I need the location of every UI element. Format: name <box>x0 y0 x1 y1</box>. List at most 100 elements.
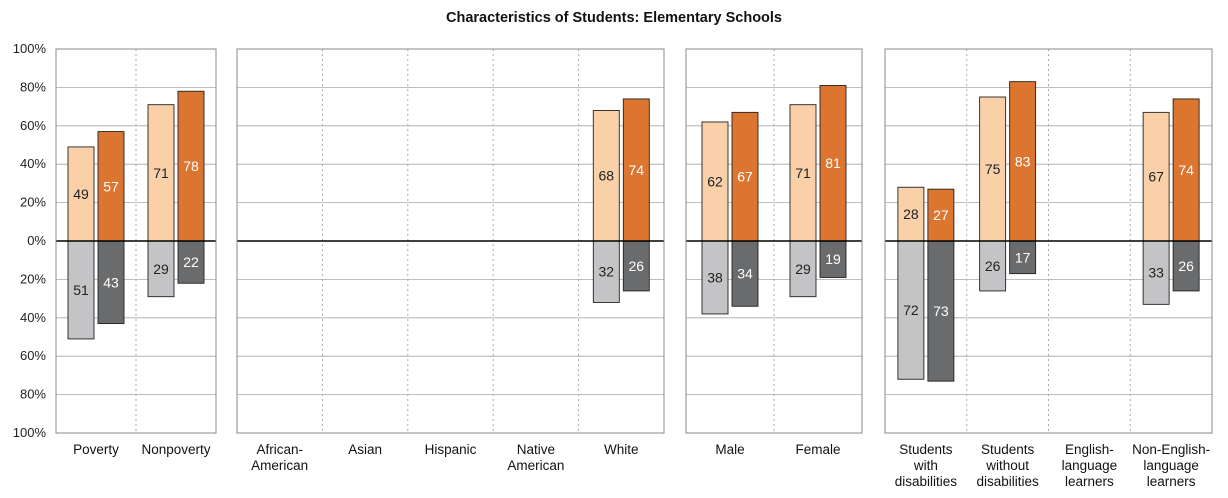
data-label: 19 <box>825 251 841 267</box>
category-label: Nonpoverty <box>141 442 210 457</box>
data-label: 78 <box>183 158 199 174</box>
bar-below <box>67 240 95 340</box>
data-label: 74 <box>1178 162 1194 178</box>
data-label: 74 <box>629 162 645 178</box>
panel-frame <box>236 48 665 434</box>
data-label: 68 <box>599 168 615 184</box>
data-label: 62 <box>707 173 723 189</box>
category-label: Hispanic <box>425 442 477 457</box>
data-label: 71 <box>153 165 169 181</box>
panel-3: 62 67 38 34 Male 71 81 29 19 Female <box>685 48 863 457</box>
y-tick-label: 40% <box>20 310 46 325</box>
category-label-line: Nonpoverty <box>141 442 210 457</box>
data-label: 43 <box>103 274 119 290</box>
category-label-line: disabilities <box>895 474 958 489</box>
bar-below <box>979 240 1007 292</box>
category-label: White <box>604 442 639 457</box>
bar-below <box>1142 240 1170 305</box>
data-label: 38 <box>707 269 723 285</box>
bar-above <box>1142 111 1170 242</box>
bar-above <box>731 111 759 242</box>
data-label: 29 <box>795 261 811 277</box>
y-tick-label: 100% <box>13 41 47 56</box>
category-label-line: with <box>913 458 938 473</box>
category-label-line: Students <box>981 442 1035 457</box>
data-label: 34 <box>737 266 753 282</box>
bar-above <box>67 146 95 242</box>
data-label: 75 <box>985 161 1001 177</box>
y-tick-label: 20% <box>20 195 46 210</box>
bar-above <box>622 98 650 242</box>
data-label: 29 <box>153 261 169 277</box>
category-label-line: African- <box>256 442 303 457</box>
bar-above <box>147 104 175 242</box>
category-label-line: Hispanic <box>425 442 477 457</box>
bar-above <box>897 186 925 242</box>
y-tick-label: 100% <box>13 425 47 440</box>
category-label-line: Students <box>899 442 953 457</box>
category-label: Students without disabilities <box>976 442 1039 489</box>
panel-1: 49 57 51 43 Poverty 71 78 29 22 Nonpoverty <box>55 48 217 457</box>
panel-frame <box>55 48 217 434</box>
y-tick-label: 60% <box>20 348 46 363</box>
category-label-line: American <box>507 458 564 473</box>
bar-below <box>622 240 650 292</box>
data-label: 22 <box>183 254 199 270</box>
category-label-line: Poverty <box>73 442 119 457</box>
data-label: 72 <box>903 302 919 318</box>
y-tick-label: 0% <box>27 233 46 248</box>
bar-below <box>97 240 125 325</box>
bar-below <box>789 240 817 298</box>
category-label: Native American <box>507 442 564 473</box>
data-label: 67 <box>1148 169 1164 185</box>
category-label-line: learners <box>1065 474 1114 489</box>
category-label-line: Female <box>795 442 840 457</box>
data-label: 33 <box>1148 265 1164 281</box>
category-label-line: Native <box>517 442 555 457</box>
panel-frame <box>685 48 863 434</box>
bar-above <box>819 85 847 242</box>
chart-panels: 49 57 51 43 Poverty 71 78 29 22 Nonpoverty African… <box>55 48 1213 489</box>
bar-above <box>97 131 125 242</box>
data-label: 51 <box>73 282 89 298</box>
data-label: 17 <box>1015 249 1031 265</box>
y-tick-label: 80% <box>20 387 46 402</box>
category-label-line: without <box>985 458 1029 473</box>
data-label: 67 <box>737 169 753 185</box>
panel-frame <box>884 48 1213 434</box>
data-label: 81 <box>825 155 841 171</box>
category-label-line: English- <box>1065 442 1114 457</box>
y-tick-label: 40% <box>20 156 46 171</box>
bar-below <box>897 240 925 380</box>
bar-below <box>731 240 759 307</box>
bar-above <box>1009 81 1037 242</box>
category-label: African-American <box>251 442 308 473</box>
data-label: 26 <box>985 258 1001 274</box>
data-label: 57 <box>103 178 119 194</box>
bar-below <box>1009 240 1037 275</box>
category-label-line: language <box>1143 458 1199 473</box>
category-label-line: language <box>1062 458 1118 473</box>
category-label: Female <box>795 442 840 457</box>
data-label: 73 <box>933 303 949 319</box>
bar-above <box>979 96 1007 242</box>
category-label-line: Asian <box>348 442 382 457</box>
data-label: 27 <box>933 207 949 223</box>
category-label-line: Male <box>715 442 744 457</box>
bar-below <box>592 240 620 303</box>
data-label: 83 <box>1015 153 1031 169</box>
bar-below <box>819 240 847 278</box>
y-tick-label: 80% <box>20 79 46 94</box>
category-label-line: American <box>251 458 308 473</box>
y-axis: 100% 80% 60% 40% 20% 0% 20% 40% 60% 80% 100% <box>13 41 47 440</box>
category-label-line: Non-English- <box>1132 442 1210 457</box>
data-label: 26 <box>1178 258 1194 274</box>
category-label-line: White <box>604 442 639 457</box>
data-label: 26 <box>629 258 645 274</box>
category-label: Students with disabilities <box>895 442 958 489</box>
data-label: 71 <box>795 165 811 181</box>
bar-above <box>1172 98 1200 242</box>
category-label: Non-English-language learners <box>1132 442 1210 489</box>
